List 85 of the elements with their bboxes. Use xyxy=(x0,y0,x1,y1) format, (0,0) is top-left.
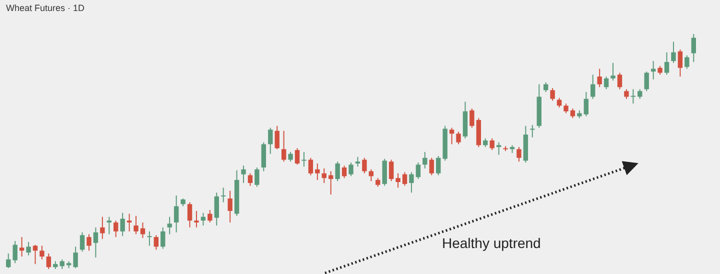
candlestick xyxy=(268,127,273,154)
candlestick xyxy=(368,168,374,182)
candlestick xyxy=(167,216,172,235)
candlestick xyxy=(261,142,266,172)
chart-title: Wheat Futures · 1D xyxy=(6,3,86,13)
candlestick xyxy=(73,246,78,269)
candlestick xyxy=(691,34,696,62)
candlestick xyxy=(26,241,31,256)
candlestick xyxy=(294,148,300,166)
candlestick xyxy=(288,151,293,162)
candlestick xyxy=(388,159,394,182)
candlestick xyxy=(470,108,474,128)
candlestick xyxy=(409,172,414,194)
candlestick xyxy=(86,234,92,252)
candlestick xyxy=(80,232,85,252)
candlestick xyxy=(160,226,166,250)
candlestick xyxy=(684,54,690,70)
candlestick xyxy=(422,151,428,169)
candlestick xyxy=(32,244,38,265)
candlestick xyxy=(436,155,441,176)
candlestick xyxy=(187,202,192,228)
candlestick xyxy=(100,216,105,240)
candlestick xyxy=(671,41,676,64)
candlestick xyxy=(228,190,232,223)
candlestick xyxy=(456,131,461,145)
candlestick xyxy=(12,240,18,264)
candlestick xyxy=(302,151,306,168)
candlestick xyxy=(604,76,609,90)
candlestick xyxy=(60,258,64,270)
candlestick xyxy=(6,252,11,269)
candlestick xyxy=(308,157,314,176)
candlestick xyxy=(362,157,367,174)
candlestick xyxy=(194,210,199,228)
candlestick xyxy=(147,230,152,246)
candlestick xyxy=(114,220,118,238)
candlestick xyxy=(40,245,44,260)
candlestick xyxy=(328,170,334,196)
candlestick xyxy=(241,165,246,184)
candlestick xyxy=(106,216,112,235)
candlestick xyxy=(630,88,636,104)
candlestick xyxy=(396,172,400,188)
candlestick xyxy=(46,252,52,270)
candlestick xyxy=(126,213,132,232)
candlestick xyxy=(638,88,642,100)
candlestick xyxy=(322,168,326,184)
candlestick xyxy=(335,161,340,182)
candlestick xyxy=(315,162,320,180)
annotation: Healthy uptrend xyxy=(442,235,541,251)
candlestick xyxy=(564,103,568,114)
candlestick xyxy=(274,125,280,150)
candlestick xyxy=(342,165,347,179)
candlestick xyxy=(570,108,576,119)
candlestick xyxy=(584,92,588,117)
candlestick xyxy=(19,236,24,258)
candlestick xyxy=(610,62,616,82)
candlestick xyxy=(248,172,253,186)
candlestick xyxy=(93,226,98,258)
candlestick xyxy=(496,142,502,156)
candlestick xyxy=(617,72,622,90)
candlestick xyxy=(174,194,179,233)
candlestick xyxy=(221,187,226,203)
candlestick xyxy=(134,215,138,235)
candlestick xyxy=(208,210,212,223)
candlestick xyxy=(644,71,649,92)
candlestick xyxy=(516,146,522,162)
candlestick xyxy=(429,157,434,176)
candlestick xyxy=(382,158,387,186)
candlestick xyxy=(449,127,454,145)
candlestick xyxy=(624,88,629,100)
candlestick xyxy=(530,124,535,138)
candlestick xyxy=(348,162,354,177)
candlestick xyxy=(355,156,360,168)
candlestick xyxy=(590,74,596,100)
candlestick xyxy=(154,234,159,250)
candlestick xyxy=(254,166,260,188)
candlestick xyxy=(597,68,602,88)
candlestick xyxy=(678,49,683,78)
candlestick xyxy=(490,138,494,151)
candlestick xyxy=(416,162,421,180)
candlestick xyxy=(402,172,408,186)
candlestick xyxy=(550,88,555,102)
candlestick xyxy=(120,212,125,237)
candlestick xyxy=(664,52,670,76)
candlestick xyxy=(281,130,286,162)
candlestick xyxy=(214,192,219,226)
